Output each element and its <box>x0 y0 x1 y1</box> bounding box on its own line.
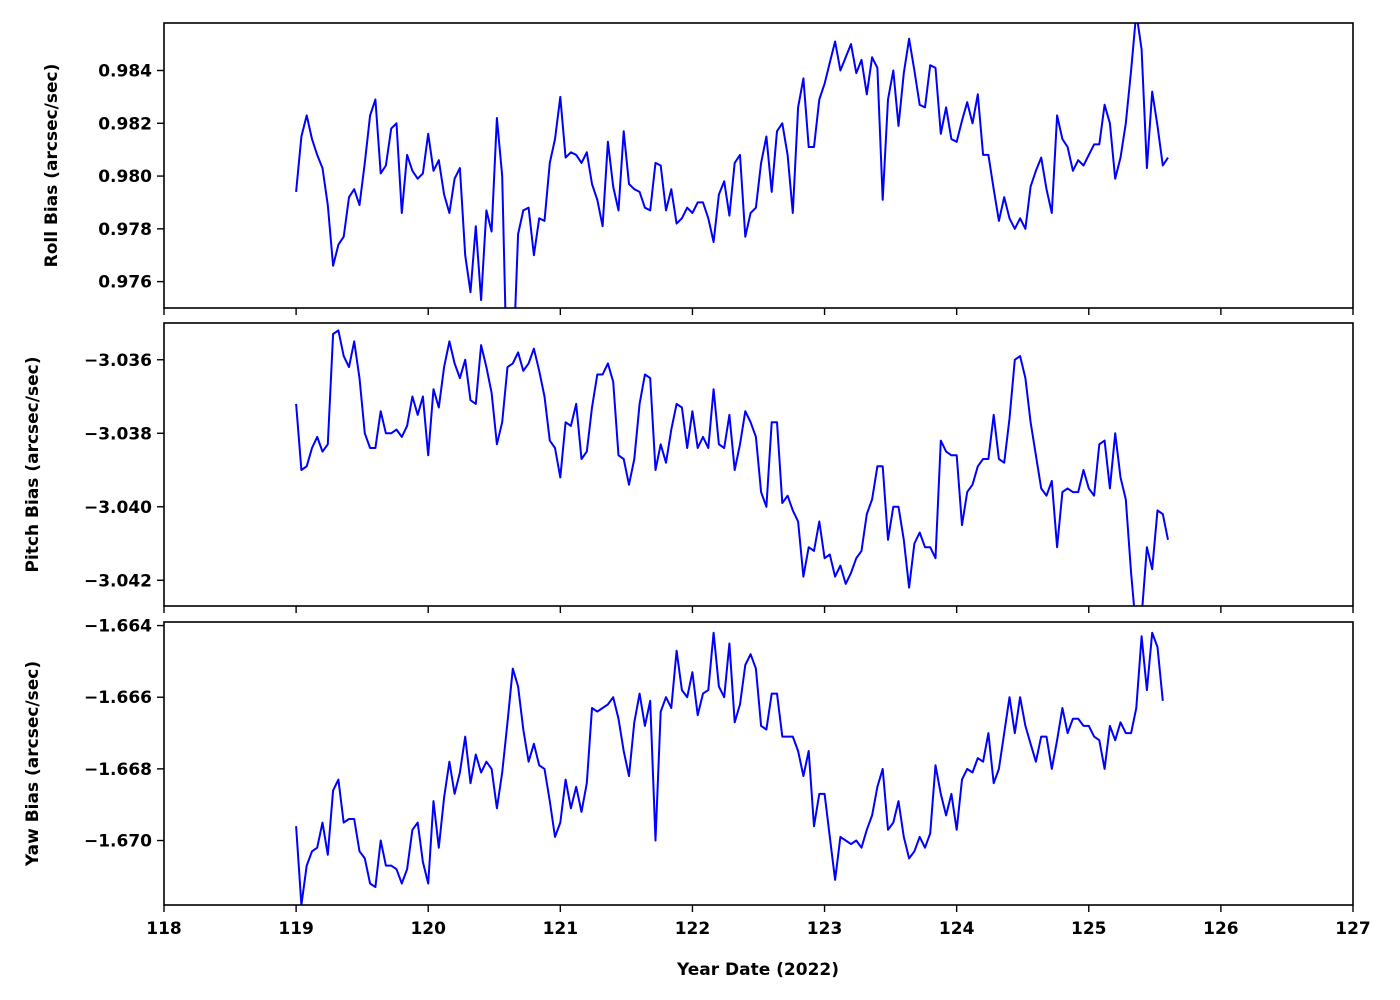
plot-frame-0 <box>163 22 1354 309</box>
panel-1: −3.036 −3.038 −3.040 −3.042 Pitch Bias (arcs… <box>23 322 1354 613</box>
x-tick-label: 121 <box>543 919 579 939</box>
panel-0: 0.976 0.978 0.980 0.982 0.984 Roll Bias (arcs… <box>42 22 1354 315</box>
series-line-2 <box>295 631 1164 905</box>
x-tick-label: 120 <box>410 919 446 939</box>
y-tick-label: −3.036 <box>84 351 152 371</box>
y-tick-label: −1.668 <box>84 760 152 780</box>
x-tick-label: 123 <box>807 919 843 939</box>
y-tick-label: −1.670 <box>84 832 152 852</box>
x-tick-label: 125 <box>1071 919 1107 939</box>
x-tick-label: 118 <box>146 919 182 939</box>
chart-panels: 0.976 0.978 0.980 0.982 0.984 Roll Bias (arcs… <box>23 22 1371 939</box>
y-tick-label: 0.984 <box>98 62 152 82</box>
y-axis-label-2: Yaw Bias (arcsec/sec) <box>23 661 43 867</box>
y-tick-label: 0.976 <box>98 273 152 293</box>
y-tick-label: 0.978 <box>98 220 152 240</box>
x-tick-label: 127 <box>1335 919 1371 939</box>
x-tick-label: 124 <box>939 919 975 939</box>
y-tick-label: −1.666 <box>84 688 152 708</box>
series-line-0 <box>295 23 1169 308</box>
y-tick-label: −3.040 <box>84 498 152 518</box>
y-axis-label-0: Roll Bias (arcsec/sec) <box>42 64 62 268</box>
y-tick-label: −3.038 <box>84 424 152 444</box>
x-tick-label: 126 <box>1203 919 1239 939</box>
plot-frame-1 <box>163 322 1354 607</box>
plot-frame-2 <box>163 621 1354 906</box>
x-tick-label: 122 <box>675 919 711 939</box>
y-tick-label: 0.982 <box>98 114 152 134</box>
y-tick-label: −3.042 <box>84 571 152 591</box>
x-axis-label: Year Date (2022) <box>676 960 839 980</box>
series-line-1 <box>295 329 1169 606</box>
panel-2: −1.664 −1.666 −1.668 −1.670 118 119 120 121 122 1… <box>23 617 1371 939</box>
y-axis-label-1: Pitch Bias (arcsec/sec) <box>23 357 43 573</box>
y-tick-label: 0.980 <box>98 167 152 187</box>
x-tick-label: 119 <box>278 919 314 939</box>
y-tick-label: −1.664 <box>84 617 152 637</box>
